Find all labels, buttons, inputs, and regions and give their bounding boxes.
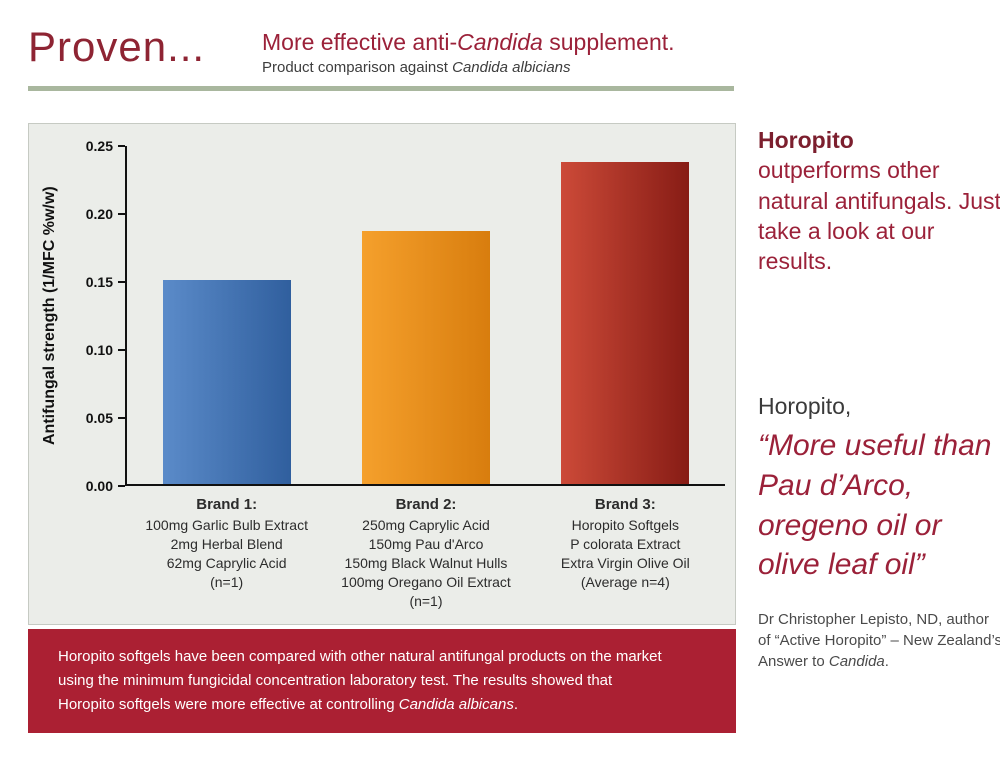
y-tick-label: 0.10: [85, 342, 113, 358]
page-subtitle: Product comparison against Candida albic…: [262, 59, 675, 76]
quote-text: “More useful than Pau d’Arco, oregeno oi…: [758, 428, 992, 582]
category-line: (n=1): [210, 573, 244, 590]
page: Proven... More effective anti-Candida su…: [28, 23, 1000, 734]
y-axis-ticks: 0.00 0.05 0.10 0.15 0.20 0.25: [75, 138, 125, 494]
category-line: 250mg Caprylic Acid: [362, 517, 490, 533]
bar-brand-1: [162, 280, 291, 484]
bar-brand-2: [361, 231, 490, 484]
category-line: 2mg Herbal Blend: [170, 535, 283, 552]
y-tick-label: 0.20: [85, 206, 113, 222]
bar-brand-3: [561, 162, 690, 484]
title-post: supplement.: [542, 29, 675, 55]
plot-wrap: Brand 1: 100mg Garlic Bulb Extract 2mg Her…: [125, 146, 725, 610]
divider-rule: [28, 86, 734, 91]
category-label-brand-1: Brand 1: 100mg Garlic Bulb Extract 2mg Her…: [129, 496, 325, 610]
category-label-brand-3: Brand 3: Horopito Softgels P colorata Extr…: [527, 496, 723, 610]
category-line: P colorata Extract: [570, 535, 681, 552]
plot-area: [125, 146, 725, 486]
banner-text-post: .: [513, 696, 518, 714]
quote-attribution: Dr Christopher Lepisto, ND, author of “A…: [758, 609, 1000, 672]
title-em: Candida: [457, 29, 543, 55]
category-title: Brand 3:: [594, 496, 656, 513]
y-tick-label: 0.00: [85, 478, 113, 494]
category-label-brand-2: Brand 2: 250mg Caprylic Acid 150mg Pau d'A…: [328, 496, 524, 610]
category-labels: Brand 1: 100mg Garlic Bulb Extract 2mg Her…: [127, 496, 725, 610]
y-tick-mark: [118, 145, 125, 147]
sidebar: Horopito outperforms other natural antif…: [758, 123, 1000, 733]
category-line: (Average n=4): [580, 573, 670, 590]
chart-column: Antifungal strength (1/MFC %w/w) 0.00 0.0…: [28, 123, 736, 734]
attribution-em: Candida: [828, 653, 885, 671]
category-line: 62mg Caprylic Acid: [166, 554, 287, 571]
quote-heading: Horopito,: [758, 392, 852, 419]
category-line: Extra Virgin Olive Oil: [560, 554, 690, 571]
attribution-post: .: [884, 653, 889, 671]
subtitle-em: Candida albicians: [452, 59, 571, 76]
attribution-pre: Dr Christopher Lepisto, ND, author of “A…: [758, 611, 1000, 671]
category-title: Brand 1:: [196, 496, 258, 513]
banner-text-pre: Horopito softgels have been compared wit…: [58, 648, 662, 714]
main-content: Antifungal strength (1/MFC %w/w) 0.00 0.0…: [28, 123, 1000, 734]
category-line: 150mg Pau d'Arco: [368, 535, 484, 552]
chart-inner: Antifungal strength (1/MFC %w/w) 0.00 0.0…: [41, 138, 725, 610]
y-tick-mark: [118, 485, 125, 487]
category-line: 100mg Oregano Oil Extract: [341, 573, 511, 590]
category-line: 150mg Black Walnut Hulls: [344, 554, 508, 571]
subtitle-pre: Product comparison against: [262, 59, 453, 76]
callout-bold-word: Horopito: [758, 127, 854, 153]
brand-title: Proven...: [28, 23, 206, 70]
y-tick-mark: [118, 349, 125, 351]
title-pre: More effective anti-: [262, 29, 458, 55]
page-title: More effective anti-Candida supplement.: [262, 29, 675, 56]
callout-rest: outperforms other natural antifungals. J…: [758, 157, 1000, 275]
summary-banner: Horopito softgels have been compared wit…: [28, 629, 736, 734]
y-tick-label: 0.05: [85, 410, 113, 426]
y-tick-mark: [118, 213, 125, 215]
y-tick-label: 0.25: [85, 138, 113, 154]
y-tick-mark: [118, 281, 125, 283]
y-tick-label: 0.15: [85, 274, 113, 290]
callout-text: Horopito outperforms other natural antif…: [758, 125, 1000, 277]
category-line: 100mg Garlic Bulb Extract: [145, 517, 308, 533]
category-line: Horopito Softgels: [571, 517, 680, 533]
page-header: Proven... More effective anti-Candida su…: [28, 23, 982, 76]
bar-chart: Antifungal strength (1/MFC %w/w) 0.00 0.0…: [28, 123, 736, 626]
category-title: Brand 2:: [395, 496, 457, 513]
category-line: (n=1): [409, 592, 443, 609]
y-axis-label: Antifungal strength (1/MFC %w/w): [41, 186, 58, 446]
y-tick-mark: [118, 417, 125, 419]
banner-text-em: Candida albicans: [398, 696, 514, 714]
header-text-block: More effective anti-Candida supplement. …: [262, 24, 675, 76]
